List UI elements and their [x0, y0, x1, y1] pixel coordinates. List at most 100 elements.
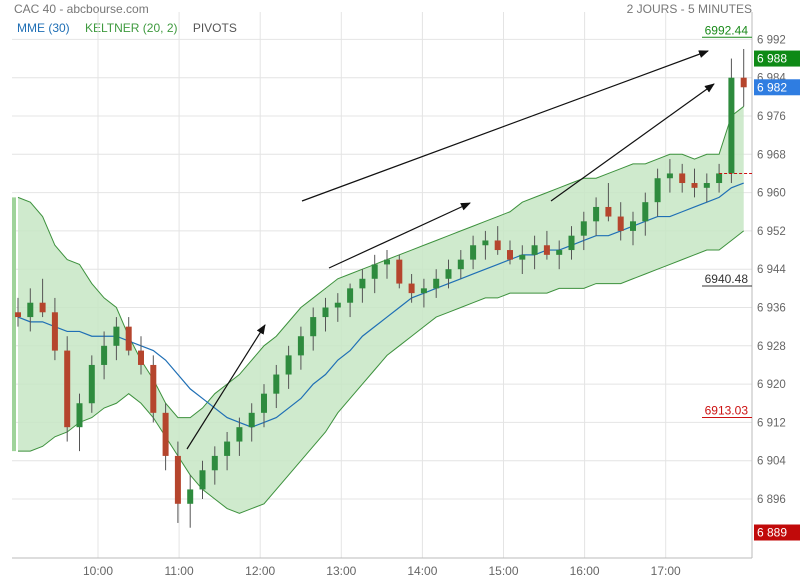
candle-body	[76, 403, 83, 428]
candle-body	[396, 259, 403, 284]
candle-body	[666, 173, 673, 179]
indicator-legend: MME (30) KELTNER (20, 2) PIVOTS	[17, 21, 249, 35]
y-tick-label: 6 920	[757, 379, 786, 391]
trend-arrow	[550, 83, 715, 202]
pivot-label: 6940.48	[705, 272, 749, 286]
candle-body	[408, 283, 415, 294]
candle-body	[310, 317, 317, 337]
candle-body	[740, 77, 747, 88]
y-tick-label: 6 928	[757, 341, 786, 353]
candle-body	[187, 489, 194, 504]
candle-body	[101, 345, 108, 365]
candle-body	[654, 178, 661, 203]
candle-body	[322, 307, 329, 318]
keltner-fill	[18, 106, 744, 514]
x-tick-label: 11:00	[165, 564, 194, 578]
candle-body	[433, 278, 440, 289]
x-tick-label: 13:00	[326, 564, 356, 578]
x-axis: 10:00 11:00 12:00 13:00 14:00 15:00 16:00 17:00	[83, 564, 681, 578]
candle-body	[384, 259, 390, 265]
candle-body	[297, 336, 304, 356]
candle-body	[728, 77, 735, 174]
candle-body	[162, 412, 169, 456]
candle-body	[64, 350, 71, 428]
band-edge	[12, 197, 16, 452]
candle-body	[605, 206, 612, 217]
y-tick-label: 6 992	[757, 34, 786, 46]
candle-body	[15, 312, 21, 318]
y-tick-label: 6 896	[757, 494, 786, 506]
candle-body	[617, 216, 624, 231]
candle-body	[334, 302, 341, 308]
candle-body	[236, 427, 243, 442]
candle-body	[51, 312, 58, 351]
candle-body	[359, 278, 366, 289]
y-tick-label: 6 976	[757, 111, 786, 123]
candle-body	[568, 235, 575, 251]
price-badge	[754, 79, 800, 96]
candle-body	[519, 254, 526, 260]
legend-pivots[interactable]: PIVOTS	[192, 21, 237, 35]
candle-body	[174, 455, 181, 504]
y-tick-label: 6 944	[757, 264, 786, 276]
candle-body	[630, 221, 636, 231]
candle-body	[27, 302, 34, 318]
candle-body	[691, 183, 698, 188]
price-badge-label: 6 889	[757, 526, 787, 540]
pivot-label: 6992.44	[705, 23, 749, 37]
x-tick-label: 17:00	[651, 564, 681, 578]
candle-body	[347, 288, 354, 303]
candle-body	[138, 350, 144, 365]
candle-body	[199, 470, 206, 490]
pivot-annotations: 6992.44 6940.48 6913.03	[702, 23, 752, 418]
candle-body	[39, 302, 46, 313]
candle-body	[285, 355, 292, 375]
candle-body	[531, 245, 538, 255]
keltner-lower	[18, 230, 745, 514]
candle-body	[482, 240, 489, 246]
price-badge	[754, 50, 800, 67]
candle-body	[371, 264, 378, 279]
candle-body	[716, 173, 723, 184]
candle-body	[224, 441, 231, 456]
candle-body	[580, 221, 587, 236]
candle-body	[261, 393, 267, 413]
candle-body	[211, 455, 218, 471]
trend-arrows	[186, 50, 715, 450]
x-tick-label: 10:00	[83, 564, 113, 578]
y-axis: 6 896 6 904 6 912 6 920 6 928 6 936 6 944 6 952…	[757, 34, 786, 506]
y-tick-label: 6 968	[757, 149, 786, 161]
x-tick-label: 16:00	[570, 564, 600, 578]
y-tick-label: 6 952	[757, 226, 786, 238]
keltner-band	[12, 106, 745, 514]
trend-arrow	[301, 50, 709, 202]
legend-keltner[interactable]: KELTNER (20, 2)	[85, 21, 178, 35]
price-badge-label: 6 988	[757, 52, 787, 66]
candle-body	[88, 364, 95, 404]
candle-body	[248, 412, 255, 428]
candle-body	[420, 288, 427, 294]
candle-body	[642, 202, 649, 222]
candle-body	[494, 240, 501, 251]
legend-mme[interactable]: MME (30)	[17, 21, 70, 35]
y-tick-label: 6 904	[757, 456, 786, 468]
chart-period: 2 JOURS - 5 MINUTES	[626, 2, 752, 16]
pivot-label: 6913.03	[705, 403, 749, 417]
candle-body	[273, 374, 280, 394]
candle-body	[703, 183, 710, 188]
y-tick-label: 6 936	[757, 303, 786, 315]
candle-body	[113, 326, 120, 346]
price-badges: 6 988 6 982 6 889	[754, 50, 800, 541]
trend-arrow	[186, 324, 266, 450]
x-tick-label: 15:00	[488, 564, 518, 578]
candle-body	[125, 326, 132, 351]
candle-body	[445, 269, 452, 279]
candles	[15, 48, 752, 528]
candle-body	[556, 250, 563, 255]
trend-arrow	[328, 202, 471, 269]
candle-body	[679, 173, 686, 184]
y-tick-label: 6 960	[757, 188, 786, 200]
price-badge	[754, 524, 800, 541]
price-badge-label: 6 982	[757, 80, 787, 94]
